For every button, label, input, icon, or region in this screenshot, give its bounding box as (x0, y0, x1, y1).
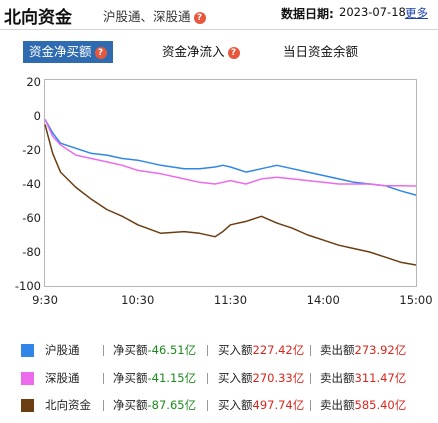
date-label: 数据日期: (281, 7, 334, 21)
legend-net: 净买额-87.65亿 (113, 398, 197, 412)
tab-net-inflow[interactable]: 资金净流入? (162, 41, 240, 63)
series-line-1 (44, 119, 417, 187)
legend-sell: 卖出额273.92亿 (320, 343, 407, 357)
tab-net-buy-label: 资金净买额 (29, 44, 92, 59)
tab-net-buy[interactable]: 资金净买额? (23, 41, 113, 63)
y-tick-label: -20 (22, 143, 41, 157)
legend-divider (103, 400, 104, 411)
tab-net-inflow-label: 资金净流入 (162, 44, 225, 59)
x-tick-label: 15:00 (399, 293, 432, 307)
y-tick-label: 0 (34, 109, 41, 123)
legend-buy: 买入额270.33亿 (218, 371, 305, 385)
legend-divider (310, 345, 311, 356)
legend-divider (310, 373, 311, 384)
x-tick-label: 11:30 (214, 293, 247, 307)
legend-sell: 卖出额311.47亿 (320, 371, 407, 385)
header: 北向资金 沪股通、深股通? 数据日期: 2023-07-18 更多 (0, 0, 438, 28)
x-tick-label: 10:30 (121, 293, 154, 307)
legend-name: 深股通 (45, 371, 80, 385)
legend-divider (207, 400, 208, 411)
header-subtitle: 沪股通、深股通? (103, 6, 206, 25)
legend-divider (103, 373, 104, 384)
date-value: 2023-07-18 (339, 5, 406, 19)
legend-swatch-sh (21, 344, 34, 357)
help-icon[interactable]: ? (193, 12, 206, 24)
legend-swatch-sz (21, 372, 34, 385)
series-line-0 (44, 119, 417, 196)
y-tick-label: -60 (22, 211, 41, 225)
legend-divider (310, 400, 311, 411)
more-link[interactable]: 更多 (405, 6, 428, 20)
y-tick-label: 20 (26, 75, 41, 89)
tab-daily-balance[interactable]: 当日资金余额 (283, 41, 358, 63)
y-tick-label: -80 (22, 245, 41, 259)
legend-sell: 卖出额585.40亿 (320, 398, 407, 412)
tab-bar: 资金净买额? 资金净流入? 当日资金余额 (0, 41, 438, 63)
x-tick-label: 14:00 (307, 293, 340, 307)
legend-net: 净买额-46.51亿 (113, 343, 197, 357)
help-icon[interactable]: ? (94, 47, 107, 59)
legend-row-sh: 沪股通 净买额-46.51亿 买入额227.42亿 卖出额273.92亿 (0, 339, 438, 361)
legend-buy: 买入额497.74亿 (218, 398, 305, 412)
y-tick-label: -100 (15, 279, 41, 293)
page-title: 北向资金 (4, 8, 72, 28)
header-divider (0, 29, 438, 30)
x-tick-label: 9:30 (32, 293, 58, 307)
tab-daily-balance-label: 当日资金余额 (283, 44, 359, 59)
chart-frame (44, 79, 417, 287)
legend-name: 北向资金 (45, 398, 91, 412)
legend-row-sz: 深股通 净买额-41.15亿 买入额270.33亿 卖出额311.47亿 (0, 367, 438, 389)
legend-name: 沪股通 (45, 343, 80, 357)
legend-net: 净买额-41.15亿 (113, 371, 197, 385)
series-line-2 (44, 124, 417, 266)
y-tick-label: -40 (22, 177, 41, 191)
legend-divider (103, 345, 104, 356)
legend-divider (207, 345, 208, 356)
legend-buy: 买入额227.42亿 (218, 343, 305, 357)
legend-swatch-north (21, 399, 34, 412)
legend-row-north: 北向资金 净买额-87.65亿 买入额497.74亿 卖出额585.40亿 (0, 394, 438, 416)
legend-divider (207, 373, 208, 384)
help-icon[interactable]: ? (227, 47, 240, 59)
subtitle-text: 沪股通、深股通 (103, 9, 191, 24)
